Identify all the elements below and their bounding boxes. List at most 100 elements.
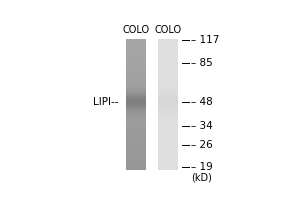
Bar — [126, 155, 146, 156]
Bar — [126, 114, 146, 116]
Bar — [126, 110, 146, 111]
Bar — [126, 151, 146, 153]
Bar — [126, 90, 146, 92]
Bar — [126, 83, 146, 84]
Bar — [126, 142, 146, 143]
Bar — [126, 147, 146, 148]
Bar — [158, 125, 178, 127]
Bar — [158, 123, 178, 124]
Bar — [126, 91, 146, 93]
Bar — [126, 109, 146, 110]
Bar — [126, 79, 146, 81]
Bar — [158, 41, 178, 43]
Bar — [126, 97, 146, 98]
Bar — [158, 87, 178, 88]
Bar — [126, 45, 146, 46]
Bar — [158, 61, 178, 62]
Bar — [126, 156, 146, 157]
Bar — [158, 65, 178, 67]
Bar — [158, 50, 178, 51]
Bar — [126, 160, 146, 162]
Bar — [126, 136, 146, 138]
Bar — [158, 84, 178, 85]
Bar — [126, 67, 146, 69]
Bar — [158, 59, 178, 60]
Bar — [126, 64, 146, 66]
Bar — [158, 126, 178, 128]
Bar — [126, 89, 146, 91]
Bar — [126, 41, 146, 43]
Bar — [158, 94, 178, 95]
Bar — [158, 141, 178, 142]
Bar — [158, 72, 178, 73]
Bar — [158, 165, 178, 166]
Bar — [126, 66, 146, 68]
Text: COLO: COLO — [155, 25, 182, 35]
Bar — [158, 49, 178, 50]
Bar — [126, 98, 146, 99]
Bar — [126, 120, 146, 121]
Bar — [158, 124, 178, 126]
Bar — [158, 93, 178, 94]
Bar — [126, 69, 146, 70]
Bar — [126, 157, 146, 158]
Bar — [158, 162, 178, 164]
Bar — [126, 77, 146, 79]
Bar — [126, 141, 146, 142]
Bar — [126, 103, 146, 105]
Bar — [126, 129, 146, 130]
Bar — [126, 123, 146, 124]
Bar — [126, 119, 146, 120]
Bar — [158, 134, 178, 135]
Bar — [158, 160, 178, 162]
Bar — [158, 118, 178, 119]
Bar — [158, 146, 178, 147]
Bar — [126, 48, 146, 49]
Bar — [158, 42, 178, 44]
Bar — [126, 154, 146, 155]
Bar — [126, 153, 146, 154]
Bar — [158, 154, 178, 155]
Bar — [126, 163, 146, 165]
Bar — [126, 51, 146, 52]
Bar — [158, 46, 178, 47]
Bar — [126, 65, 146, 67]
Bar — [158, 106, 178, 107]
Bar — [126, 42, 146, 44]
Bar — [158, 78, 178, 80]
Bar — [158, 77, 178, 79]
Bar — [126, 88, 146, 90]
Bar — [158, 130, 178, 131]
Bar — [158, 82, 178, 83]
Bar — [126, 115, 146, 117]
Bar — [126, 106, 146, 107]
Text: – 117: – 117 — [191, 35, 219, 45]
Bar — [158, 133, 178, 134]
Bar — [158, 55, 178, 57]
Bar — [158, 156, 178, 157]
Bar — [158, 39, 178, 40]
Bar — [158, 45, 178, 46]
Bar — [158, 69, 178, 70]
Bar — [158, 113, 178, 115]
Bar — [158, 122, 178, 123]
Bar — [158, 136, 178, 138]
Bar — [126, 39, 146, 40]
Bar — [126, 93, 146, 94]
Bar — [126, 139, 146, 141]
Bar — [126, 57, 146, 58]
Bar — [126, 167, 146, 168]
Bar — [126, 72, 146, 73]
Bar — [126, 70, 146, 71]
Bar — [126, 59, 146, 60]
Bar — [158, 110, 178, 111]
Bar — [126, 82, 146, 83]
Bar — [158, 79, 178, 81]
Bar — [126, 138, 146, 140]
Bar — [126, 62, 146, 63]
Bar — [126, 40, 146, 42]
Bar — [126, 165, 146, 166]
Bar — [126, 75, 146, 76]
Bar — [126, 143, 146, 144]
Bar — [158, 145, 178, 146]
